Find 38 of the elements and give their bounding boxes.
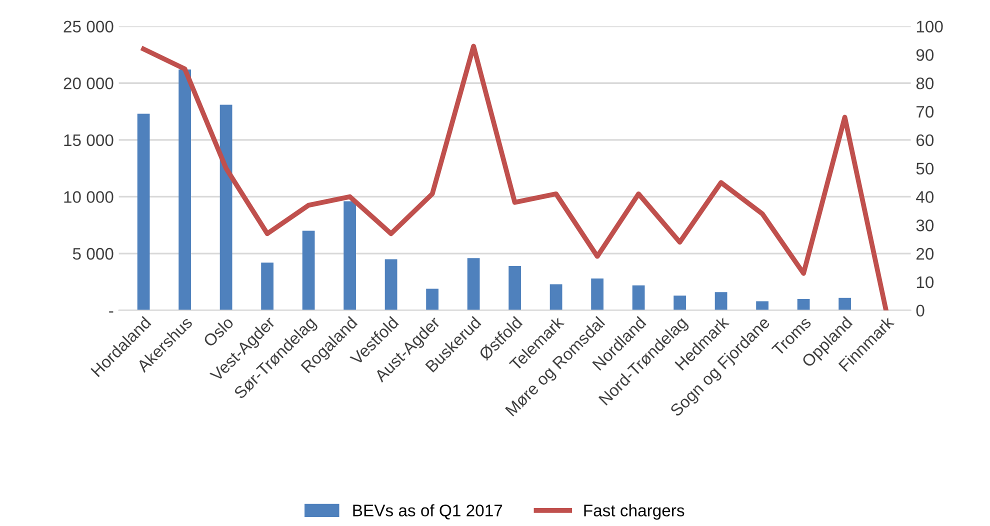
y-tick-label: - <box>109 311 114 313</box>
bar <box>550 284 562 310</box>
bar <box>714 292 728 310</box>
y-tick-label: 15 000 <box>64 134 114 146</box>
bar <box>302 230 315 310</box>
bar <box>137 114 150 310</box>
line-series <box>141 44 888 310</box>
y2-tick-label: 10 <box>916 276 934 288</box>
y2-tick-label: 80 <box>916 78 934 90</box>
bar <box>220 104 232 310</box>
y2-tick-label: 50 <box>916 162 934 175</box>
y2-tick-label: 60 <box>916 134 934 146</box>
y2-tick-label: 30 <box>916 220 934 232</box>
bar <box>426 288 438 310</box>
bar <box>756 301 768 310</box>
bar <box>508 266 521 310</box>
bar <box>467 258 480 310</box>
bar <box>674 296 686 310</box>
legend-label: Fast chargers <box>584 504 684 520</box>
legend-label: BEVs as of Q1 2017 <box>353 504 502 520</box>
y-tick-label: 25 000 <box>64 20 114 33</box>
y2-tick-label: 0 <box>916 304 924 317</box>
y-tick-label: 5 000 <box>72 248 114 260</box>
y2-tick-label: 20 <box>916 248 934 260</box>
bar <box>838 298 851 310</box>
bar <box>178 69 191 310</box>
y2-tick-label: 100 <box>916 20 943 33</box>
y2-tick-label: 40 <box>916 191 934 203</box>
y2-tick-label: 70 <box>916 106 934 118</box>
y-tick-label: 10 000 <box>64 191 114 203</box>
bar <box>261 262 274 310</box>
bar <box>344 201 356 310</box>
y-tick-label: 20 000 <box>64 78 114 90</box>
bar <box>591 278 604 310</box>
y2-tick-label: 90 <box>916 49 934 61</box>
bar <box>632 285 645 310</box>
bar <box>384 259 398 310</box>
bar <box>797 298 810 310</box>
